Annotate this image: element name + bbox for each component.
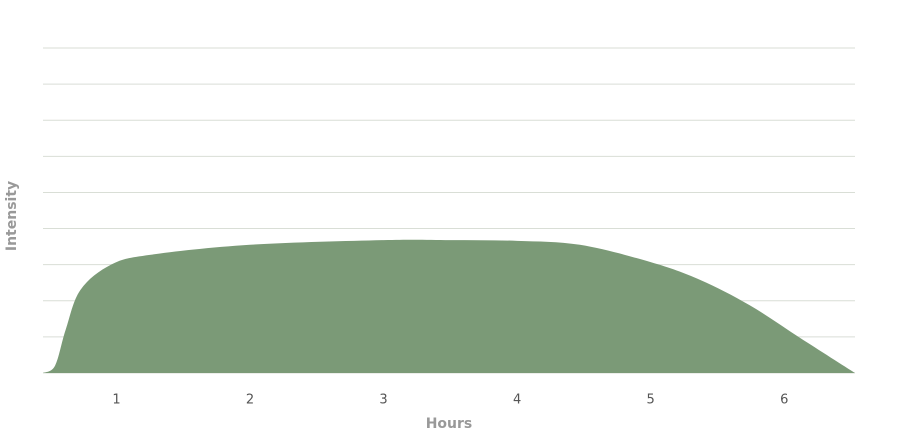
y-axis-title: Intensity xyxy=(4,181,20,251)
area xyxy=(43,239,855,373)
x-tick-label: 5 xyxy=(647,393,655,408)
x-tick-label: 4 xyxy=(513,393,521,408)
x-tick-label: 1 xyxy=(112,393,120,408)
x-tick-label: 2 xyxy=(246,393,254,408)
x-tick-label: 6 xyxy=(780,393,788,408)
x-tick-label: 3 xyxy=(379,393,387,408)
x-axis-title: Hours xyxy=(426,416,473,432)
